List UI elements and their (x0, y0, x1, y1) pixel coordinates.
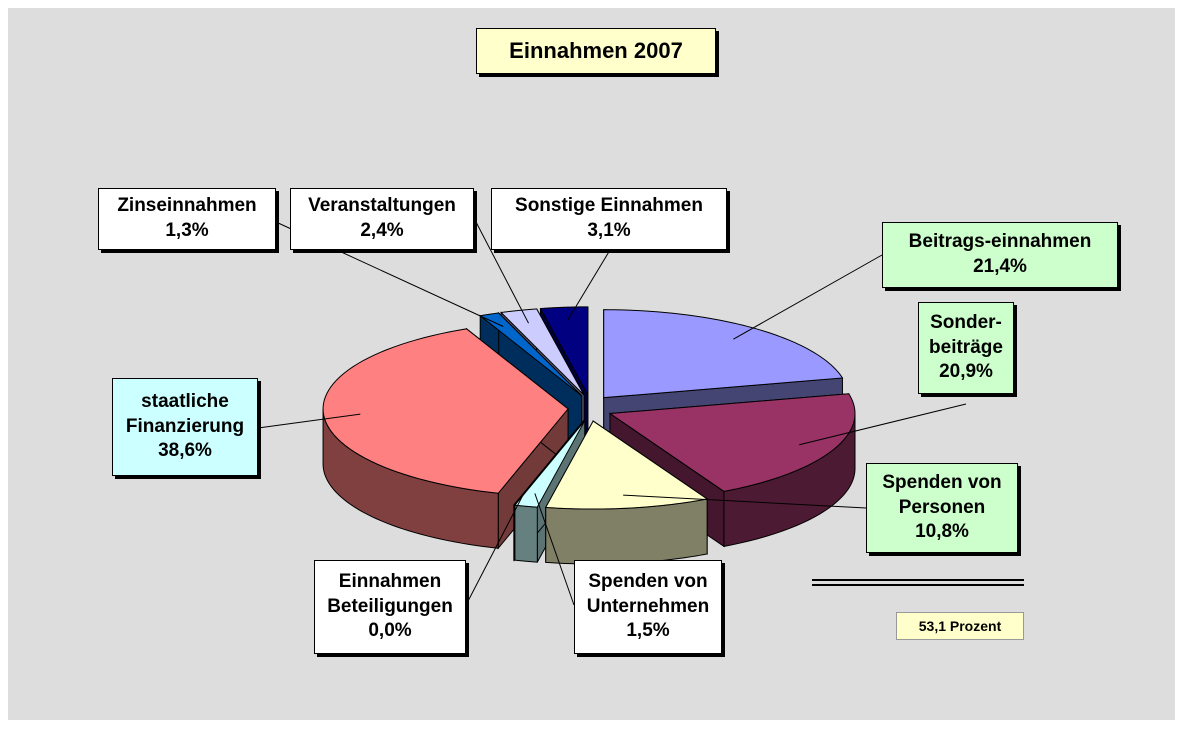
label-text: Sonstige Einnahmen (515, 195, 703, 217)
leader-line (534, 493, 575, 606)
slice (539, 306, 589, 396)
label-text: Spenden von Unternehmen (586, 570, 710, 617)
data-label: Sonstige Einnahmen 3,1% (491, 188, 727, 250)
label-text: Veranstaltungen (308, 195, 456, 217)
label-text: 2,4% (360, 220, 404, 241)
leader-line (465, 492, 525, 606)
label-text: 0,0% (368, 620, 412, 642)
data-label: Beitrags-einnahmen 21,4% (882, 222, 1118, 288)
rule (812, 584, 1024, 586)
label-text: 10,8% (915, 521, 969, 543)
label-text: Beitrags-einnahmen (908, 231, 1092, 253)
label-text: 20,9% (939, 361, 993, 383)
leader-line (623, 494, 867, 509)
data-label: Spenden von Personen 10,8% (866, 463, 1018, 553)
slice (603, 309, 844, 399)
label-text: 1,3% (165, 220, 209, 241)
data-label: staatliche Finanzierung 38,6% (112, 378, 258, 476)
leader-line (799, 403, 967, 446)
label-text: Zinseinnahmen (117, 195, 257, 217)
label-text: Spenden von Personen (882, 471, 1002, 518)
slice (322, 328, 569, 494)
leader-line (257, 413, 361, 429)
leader-line (475, 221, 529, 324)
slice (513, 420, 585, 506)
leader-line (567, 249, 611, 321)
annotation: 53,1 Prozent (896, 612, 1024, 640)
data-label: Sonder-beiträge 20,9% (918, 302, 1014, 394)
leader-line (733, 254, 883, 340)
slice (544, 420, 709, 510)
slice (608, 393, 856, 492)
label-text: staatliche Finanzierung (125, 390, 245, 437)
slice-side (514, 504, 538, 563)
label-text: Sonder-beiträge (929, 311, 1003, 358)
label-text: 1,5% (626, 620, 670, 642)
data-label: Spenden von Unternehmen 1,5% (574, 560, 722, 654)
rule (812, 579, 1024, 581)
label-text: 21,4% (973, 256, 1027, 277)
data-label: Einnahmen Beteiligungen 0,0% (314, 560, 466, 654)
label-text: 3,1% (587, 220, 631, 241)
data-label: Zinseinnahmen 1,3% (98, 188, 276, 250)
slice (478, 312, 583, 397)
slice (500, 308, 585, 396)
label-text: 38,6% (158, 440, 212, 462)
slice (513, 420, 586, 508)
chart-title: Einnahmen 2007 (476, 28, 716, 74)
label-text: Einnahmen Beteiligungen (327, 570, 453, 617)
data-label: Veranstaltungen 2,4% (290, 188, 474, 250)
